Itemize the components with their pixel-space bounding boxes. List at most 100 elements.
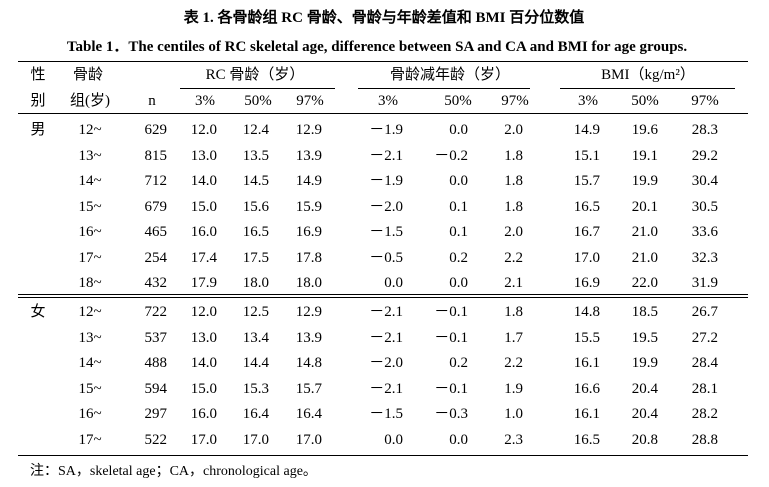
rule bbox=[18, 455, 748, 456]
value-cell: 0.0 bbox=[449, 431, 468, 448]
sex-cell: 男 bbox=[30, 122, 46, 138]
value-cell: 12.9 bbox=[295, 122, 322, 138]
age-cell: 18~ bbox=[78, 275, 102, 291]
value-cell: 1.8 bbox=[504, 304, 523, 320]
value-cell: 20.1 bbox=[631, 198, 658, 215]
value-cell: 14.0 bbox=[190, 173, 217, 189]
value-cell: －2.0 bbox=[369, 198, 403, 215]
value-cell: 30.5 bbox=[691, 198, 718, 215]
value-cell: －1.9 bbox=[369, 173, 403, 189]
value-cell: 15.0 bbox=[190, 198, 217, 215]
value-cell: 20.4 bbox=[631, 406, 658, 422]
value-cell: 488 bbox=[144, 355, 168, 371]
value-cell: 18.0 bbox=[295, 275, 322, 291]
value-cell: 15.7 bbox=[573, 173, 600, 189]
header-cell: 50% bbox=[631, 93, 659, 109]
value-cell: 15.1 bbox=[573, 147, 600, 164]
header-cell: RC 骨龄（岁） bbox=[205, 67, 305, 83]
value-cell: 0.0 bbox=[384, 275, 403, 291]
value-cell: 16.0 bbox=[190, 224, 217, 240]
value-cell: 815 bbox=[144, 147, 168, 164]
value-cell: 0.0 bbox=[384, 431, 403, 448]
value-cell: －2.1 bbox=[369, 147, 403, 164]
value-cell: 17.0 bbox=[295, 431, 322, 448]
value-cell: 712 bbox=[144, 173, 168, 189]
value-cell: 12.4 bbox=[242, 122, 269, 138]
age-cell: 13~ bbox=[78, 147, 102, 164]
value-cell: －0.5 bbox=[369, 249, 403, 266]
age-cell: 14~ bbox=[78, 355, 102, 371]
header-cell: BMI（kg/m²） bbox=[601, 67, 695, 83]
rule bbox=[18, 61, 748, 62]
sex-cell: 女 bbox=[30, 304, 46, 320]
value-cell: 29.2 bbox=[691, 147, 718, 164]
note: 注：SA，skeletal age；CA，chronological age。 bbox=[30, 464, 317, 479]
value-cell: 13.4 bbox=[242, 329, 269, 346]
value-cell: 2.0 bbox=[504, 224, 523, 240]
value-cell: －0.3 bbox=[434, 406, 468, 422]
value-cell: －2.1 bbox=[369, 380, 403, 397]
header-cell: 50% bbox=[244, 93, 272, 109]
header-cell: 性 bbox=[30, 67, 46, 83]
value-cell: －1.9 bbox=[369, 122, 403, 138]
value-cell: 15.0 bbox=[190, 380, 217, 397]
age-cell: 15~ bbox=[78, 198, 102, 215]
title-en: Table 1．The centiles of RC skeletal age,… bbox=[66, 39, 688, 55]
value-cell: 297 bbox=[144, 406, 168, 422]
value-cell: 2.2 bbox=[504, 355, 523, 371]
value-cell: 16.4 bbox=[242, 406, 269, 422]
value-cell: 14.5 bbox=[242, 173, 269, 189]
value-cell: 21.0 bbox=[631, 249, 658, 266]
value-cell: 16.5 bbox=[573, 198, 600, 215]
value-cell: 17.9 bbox=[190, 275, 217, 291]
value-cell: 32.3 bbox=[691, 249, 718, 266]
value-cell: 12.0 bbox=[190, 122, 217, 138]
value-cell: 0.0 bbox=[449, 122, 468, 138]
header-cell: 97% bbox=[296, 93, 324, 109]
value-cell: 19.9 bbox=[631, 173, 658, 189]
rule bbox=[18, 294, 748, 295]
value-cell: 16.1 bbox=[573, 355, 600, 371]
value-cell: 19.9 bbox=[631, 355, 658, 371]
value-cell: －2.1 bbox=[369, 304, 403, 320]
value-cell: 26.7 bbox=[691, 304, 718, 320]
value-cell: 13.9 bbox=[295, 147, 322, 164]
value-cell: 16.7 bbox=[573, 224, 600, 240]
value-cell: 19.5 bbox=[631, 329, 658, 346]
value-cell: 22.0 bbox=[631, 275, 658, 291]
value-cell: 16.9 bbox=[295, 224, 322, 240]
value-cell: 21.0 bbox=[631, 224, 658, 240]
header-cell: 50% bbox=[444, 93, 472, 109]
value-cell: 31.9 bbox=[691, 275, 718, 291]
value-cell: 2.3 bbox=[504, 431, 523, 448]
value-cell: 679 bbox=[144, 198, 168, 215]
age-cell: 16~ bbox=[78, 224, 102, 240]
value-cell: 14.8 bbox=[573, 304, 600, 320]
value-cell: 1.0 bbox=[504, 406, 523, 422]
value-cell: 16.9 bbox=[573, 275, 600, 291]
value-cell: 28.4 bbox=[691, 355, 718, 371]
value-cell: 17.0 bbox=[190, 431, 217, 448]
value-cell: 522 bbox=[144, 431, 168, 448]
rule bbox=[560, 88, 735, 89]
value-cell: 14.9 bbox=[573, 122, 600, 138]
value-cell: 13.0 bbox=[190, 329, 217, 346]
value-cell: －0.1 bbox=[434, 304, 468, 320]
age-cell: 12~ bbox=[78, 304, 102, 320]
value-cell: 17.5 bbox=[242, 249, 269, 266]
value-cell: －0.1 bbox=[434, 380, 468, 397]
value-cell: 2.2 bbox=[504, 249, 523, 266]
header-cell: 骨龄减年龄（岁） bbox=[389, 67, 511, 83]
header-cell: 3% bbox=[378, 93, 398, 109]
value-cell: 16.6 bbox=[573, 380, 600, 397]
value-cell: 15.9 bbox=[295, 198, 322, 215]
value-cell: 19.6 bbox=[631, 122, 658, 138]
value-cell: 2.1 bbox=[504, 275, 523, 291]
title-cn: 表 1. 各骨龄组 RC 骨龄、骨龄与年龄差值和 BMI 百分位数值 bbox=[183, 10, 585, 26]
value-cell: －0.2 bbox=[434, 147, 468, 164]
value-cell: 14.4 bbox=[242, 355, 269, 371]
value-cell: 0.2 bbox=[449, 355, 468, 371]
value-cell: －2.0 bbox=[369, 355, 403, 371]
value-cell: 1.8 bbox=[504, 198, 523, 215]
